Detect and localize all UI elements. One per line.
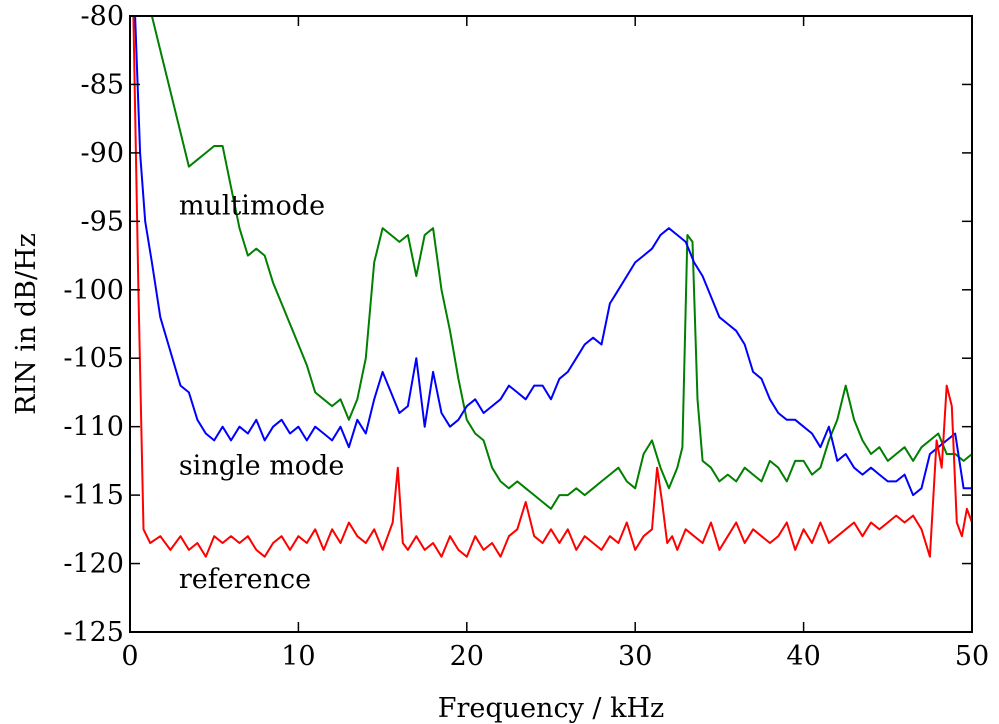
y-tick-label: -120 (63, 549, 124, 580)
y-tick-label: -115 (63, 480, 124, 511)
y-axis-title: RIN in dB/Hz (11, 233, 42, 415)
y-tick-label: -125 (63, 617, 124, 648)
series-line-0 (150, 16, 972, 510)
series-annotation: single mode (179, 451, 344, 482)
y-tick-label: -95 (81, 206, 124, 237)
series-line-2 (132, 16, 972, 558)
y-tick-label: -100 (63, 275, 124, 306)
y-tick-label: -80 (81, 1, 124, 32)
tick-layer (129, 15, 973, 633)
y-tick-label: -90 (81, 138, 124, 169)
series-layer (132, 16, 972, 558)
series-annotation: multimode (179, 190, 325, 221)
x-tick-label: 40 (786, 641, 820, 672)
plot-frame (129, 15, 973, 633)
y-tick-label: -110 (63, 412, 124, 443)
x-tick-label: 0 (121, 641, 138, 672)
series-line-1 (134, 16, 972, 497)
y-tick-label: -105 (63, 343, 124, 374)
x-tick-label: 10 (281, 641, 315, 672)
y-tick-label: -85 (81, 69, 124, 100)
x-axis-title: Frequency / kHz (438, 693, 664, 724)
label-layer: 0 10 20 30 40 50 -80 -85 -90 -95 -100 -105 -110 -115 -… (63, 1, 989, 672)
x-tick-label: 50 (955, 641, 989, 672)
x-tick-label: 30 (618, 641, 652, 672)
series-annotation: reference (179, 564, 311, 595)
x-tick-label: 20 (450, 641, 484, 672)
